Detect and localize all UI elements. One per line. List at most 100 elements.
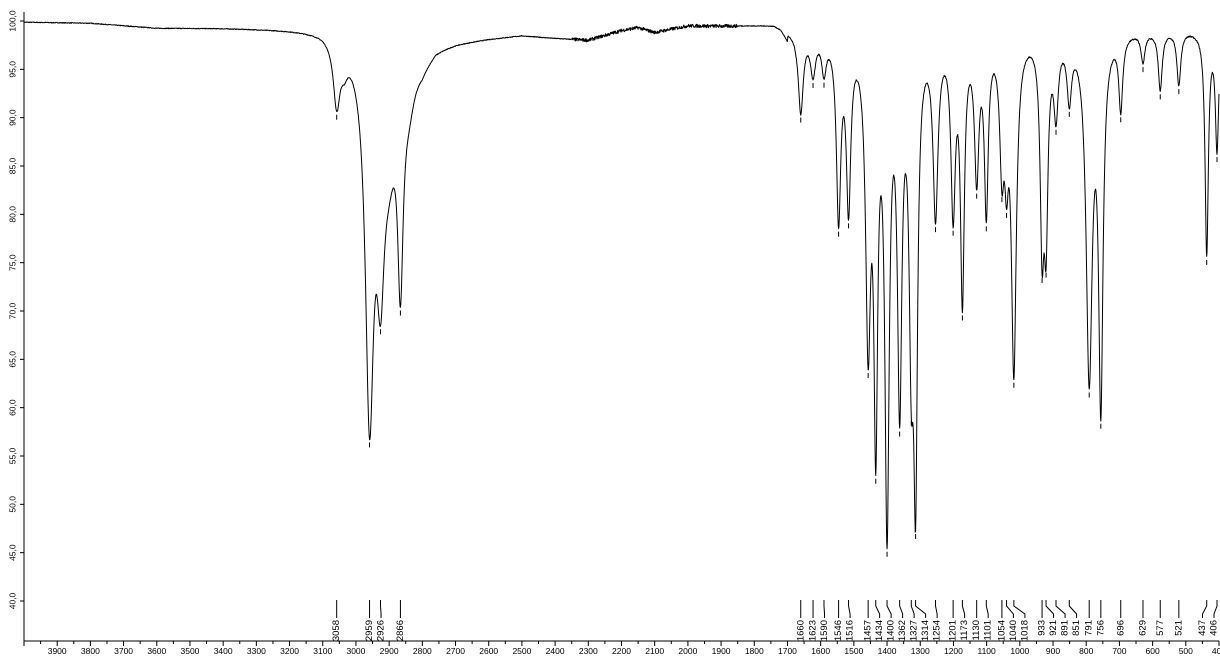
x-tick-label: 3700 <box>114 646 133 656</box>
x-tick-label: 1100 <box>977 646 996 656</box>
x-tick-label: 2800 <box>413 646 432 656</box>
peak-label: 2959 <box>364 620 375 641</box>
peak-label: 629 <box>1138 620 1149 636</box>
x-tick-label: 3900 <box>48 646 67 656</box>
peak-label: 1173 <box>959 620 970 640</box>
peak-leader <box>1006 600 1014 618</box>
peak-label: 1040 <box>1008 620 1019 641</box>
y-tick-label: 90,0 <box>7 109 17 126</box>
peak-label: 933 <box>1037 620 1048 636</box>
peak-label: 521 <box>1173 620 1184 636</box>
x-tick-label: 3400 <box>214 646 233 656</box>
x-tick-label: 400 <box>1212 646 1220 656</box>
peak-label: 851 <box>1071 620 1082 636</box>
x-tick-label: 3800 <box>81 646 100 656</box>
peak-label: 1590 <box>819 620 830 641</box>
peak-leader <box>1068 600 1078 618</box>
peak-label: 1516 <box>845 620 856 641</box>
peak-label: 1054 <box>996 620 1007 641</box>
y-tick-label: 55,0 <box>7 447 17 464</box>
peak-leader <box>1202 600 1208 618</box>
peak-label: 891 <box>1060 620 1071 636</box>
x-tick-label: 1500 <box>844 646 863 656</box>
y-tick-label: 85,0 <box>7 157 17 174</box>
peak-label: 1546 <box>833 620 844 641</box>
x-tick-label: 1900 <box>712 646 731 656</box>
y-tick-label: 45,0 <box>7 544 17 561</box>
peak-label: 1327 <box>909 620 920 641</box>
peak-label: 921 <box>1048 620 1059 636</box>
peak-label: 1362 <box>897 620 908 641</box>
y-tick-label: 40,0 <box>7 592 17 609</box>
y-tick-label: 80,0 <box>7 206 17 223</box>
x-axis: 3900 3800 3700 3600 3500 3400 3300 3200 3100 3000… <box>23 640 1220 656</box>
peak-leader <box>886 600 892 618</box>
x-tick-label: 1400 <box>878 646 897 656</box>
x-tick-label: 1600 <box>811 646 830 656</box>
x-tick-label: 700 <box>1112 646 1126 656</box>
peak-leader <box>380 600 382 618</box>
y-tick-label: 50,0 <box>7 496 17 513</box>
x-tick-label: 2000 <box>678 646 697 656</box>
y-tick-label: 100,0 <box>7 10 17 32</box>
x-tick-label: 500 <box>1179 646 1193 656</box>
peak-label: 1254 <box>932 620 943 641</box>
peak-annotations: 3058 2959 2926 2866 1660 1623 1590 1546 1516 1457… <box>331 67 1220 641</box>
x-tick-label: 3300 <box>247 646 266 656</box>
peak-label: 1400 <box>886 620 897 641</box>
peak-leader <box>875 600 881 618</box>
x-tick-label: 3200 <box>280 646 299 656</box>
x-tick-label: 1200 <box>944 646 963 656</box>
peak-label: 1457 <box>863 620 874 641</box>
peak-leader <box>935 600 938 618</box>
x-tick-label: 2900 <box>380 646 399 656</box>
peak-leader <box>985 600 989 618</box>
peak-label: 406 <box>1209 620 1220 636</box>
y-tick-label: 70,0 <box>7 302 17 319</box>
x-tick-label: 1800 <box>745 646 764 656</box>
peak-label: 577 <box>1155 620 1166 636</box>
x-tick-label: 2500 <box>512 646 531 656</box>
y-tick-label: 60,0 <box>7 399 17 416</box>
peak-label: 3058 <box>331 620 342 641</box>
x-tick-label: 2700 <box>446 646 465 656</box>
x-tick-label: 3600 <box>147 646 166 656</box>
x-tick-label: 2400 <box>546 646 565 656</box>
peak-label: 1201 <box>948 620 959 641</box>
peak-leader <box>1045 600 1055 618</box>
peak-leader <box>910 600 915 618</box>
y-tick-label: 95,0 <box>7 61 17 78</box>
x-tick-label: 800 <box>1079 646 1093 656</box>
x-tick-label: 3100 <box>313 646 332 656</box>
x-tick-label: 1300 <box>911 646 930 656</box>
x-tick-label: 2600 <box>479 646 498 656</box>
y-axis: 100,0 95,0 90,0 85,0 80,0 75,0 70,0 65,0 60,0 55,… <box>7 10 25 641</box>
peak-leader <box>915 600 927 618</box>
peak-leader <box>1013 600 1026 618</box>
peak-label: 2926 <box>376 620 387 641</box>
x-tick-label: 2300 <box>579 646 598 656</box>
x-tick-label: 900 <box>1046 646 1060 656</box>
peak-label: 1130 <box>971 620 982 640</box>
x-tick-label: 600 <box>1146 646 1160 656</box>
peak-leader <box>823 600 826 618</box>
x-tick-label: 1000 <box>1010 646 1029 656</box>
x-tick-label: 1700 <box>778 646 797 656</box>
peak-leader <box>1213 600 1218 618</box>
peak-label: 791 <box>1084 620 1095 636</box>
peak-label: 1623 <box>808 620 819 641</box>
peak-label: 1018 <box>1019 620 1030 641</box>
peak-leader <box>961 600 966 618</box>
spectrum-series <box>23 21 1220 550</box>
x-tick-label: 3000 <box>346 646 365 656</box>
x-tick-label: 2200 <box>612 646 631 656</box>
x-tick-label: 2100 <box>645 646 664 656</box>
y-tick-label: 65,0 <box>7 351 17 368</box>
peak-label: 1314 <box>920 620 931 641</box>
peak-leader <box>1055 600 1066 618</box>
y-tick-label: 75,0 <box>7 254 17 271</box>
peak-label: 437 <box>1197 620 1208 636</box>
x-tick-label: 3500 <box>181 646 200 656</box>
spectrum-line <box>23 21 1220 550</box>
